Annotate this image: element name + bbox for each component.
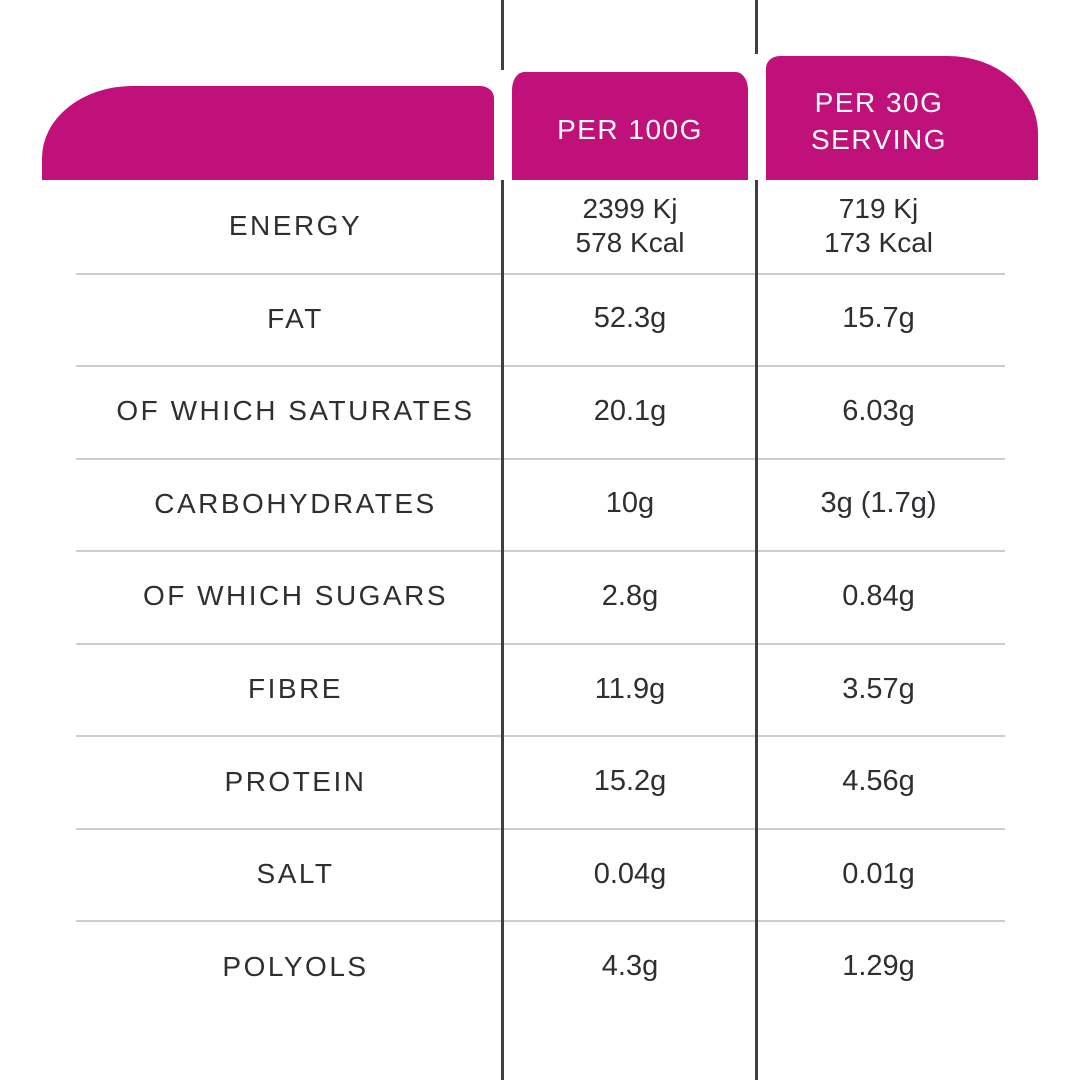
table-row-fat: FAT 52.3g 15.7g — [0, 273, 1080, 366]
value-per-100g: 0.04g — [593, 857, 667, 890]
table-row-energy: ENERGY 2399 Kj 578 Kcal 719 Kj 173 Kcal — [0, 180, 1080, 273]
column-header-label-line1: PER 30G — [814, 87, 944, 118]
header-band-right — [766, 56, 1038, 180]
value-per-100g: 10g — [605, 487, 655, 520]
table-row-sugars: OF WHICH SUGARS 2.8g 0.84g — [0, 550, 1080, 643]
row-label: FIBRE — [248, 673, 343, 705]
table-row-fibre: FIBRE 11.9g 3.57g — [0, 643, 1080, 736]
value-line: 173 Kcal — [824, 227, 933, 259]
row-label: ENERGY — [228, 210, 363, 242]
table-row-protein: PROTEIN 15.2g 4.56g — [0, 735, 1080, 828]
table-row-polyols: POLYOLS 4.3g 1.29g — [0, 920, 1080, 1013]
column-header-per-100g: PER 100G — [503, 100, 757, 160]
row-divider — [76, 273, 1005, 275]
value-per-100g: 11.9g — [594, 672, 666, 705]
table-row-carbohydrates: CARBOHYDRATES 10g 3g (1.7g) — [0, 458, 1080, 551]
value-line: 2399 Kj — [582, 193, 678, 225]
value-line: 578 Kcal — [575, 227, 685, 259]
row-label: OF WHICH SUGARS — [142, 580, 449, 612]
table-row-salt: SALT 0.04g 0.01g — [0, 828, 1080, 921]
table-row-saturates: OF WHICH SATURATES 20.1g 6.03g — [0, 365, 1080, 458]
value-per-30g: 3g (1.7g) — [820, 487, 937, 520]
value-per-30g: 0.01g — [842, 857, 915, 890]
row-divider — [76, 550, 1005, 552]
header-band-left — [42, 86, 494, 180]
row-label: POLYOLS — [222, 950, 369, 982]
value-line: 719 Kj — [838, 193, 919, 225]
value-per-30g: 719 Kj 173 Kcal — [757, 180, 1080, 273]
column-header-per-30g-serving: PER 30G SERVING — [757, 82, 1001, 160]
column-header-label-line2: SERVING — [810, 124, 948, 155]
row-label: FAT — [267, 302, 324, 334]
row-label: SALT — [256, 858, 335, 890]
value-per-30g: 3.57g — [842, 672, 915, 705]
value-per-100g: 2399 Kj 578 Kcal — [503, 180, 757, 273]
value-per-100g: 15.2g — [593, 765, 667, 798]
table-body: ENERGY 2399 Kj 578 Kcal 719 Kj 173 Kcal … — [0, 180, 1080, 1013]
value-per-30g: 4.56g — [842, 765, 915, 798]
header-band-gap — [494, 70, 512, 180]
row-divider — [76, 735, 1005, 737]
row-divider — [76, 920, 1005, 922]
header-band-middle — [512, 72, 748, 180]
row-divider — [76, 458, 1005, 460]
value-per-30g: 1.29g — [842, 950, 915, 983]
value-per-100g: 20.1g — [593, 394, 667, 427]
value-per-100g: 52.3g — [593, 302, 667, 335]
row-label: PROTEIN — [224, 765, 367, 797]
row-label: CARBOHYDRATES — [154, 487, 437, 519]
column-divider-left — [501, 0, 504, 1080]
value-per-100g: 2.8g — [601, 579, 659, 612]
value-per-30g: 0.84g — [842, 579, 915, 612]
value-per-30g: 15.7g — [842, 302, 915, 335]
value-per-30g: 6.03g — [842, 394, 915, 427]
row-label: OF WHICH SATURATES — [116, 395, 475, 427]
value-per-100g: 4.3g — [601, 950, 659, 983]
header-band-gap — [748, 54, 766, 180]
column-header-label: PER 100G — [557, 114, 703, 145]
row-divider — [76, 365, 1005, 367]
column-divider-right — [755, 0, 758, 1080]
row-divider — [76, 643, 1005, 645]
row-divider — [76, 828, 1005, 830]
